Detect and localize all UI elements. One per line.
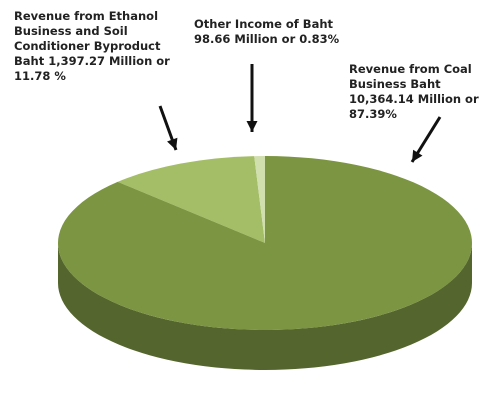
pie-slices	[58, 156, 472, 370]
arrow-ethanol-head	[167, 137, 178, 150]
arrow-coal-head	[412, 149, 423, 162]
slice-label-coal: Revenue from Coal Business Baht 10,364.1…	[349, 62, 479, 121]
slice-top-2	[254, 156, 265, 243]
slice-top-1	[117, 156, 265, 243]
slice-label-other-income: Other Income of Baht 98.66 Million or 0.…	[194, 17, 340, 46]
arrow-other-income-head	[246, 121, 258, 132]
slice-side-0	[58, 243, 472, 370]
label-arrows	[158, 64, 442, 163]
slice-label-ethanol: Revenue from Ethanol Business and Soil C…	[14, 9, 170, 83]
